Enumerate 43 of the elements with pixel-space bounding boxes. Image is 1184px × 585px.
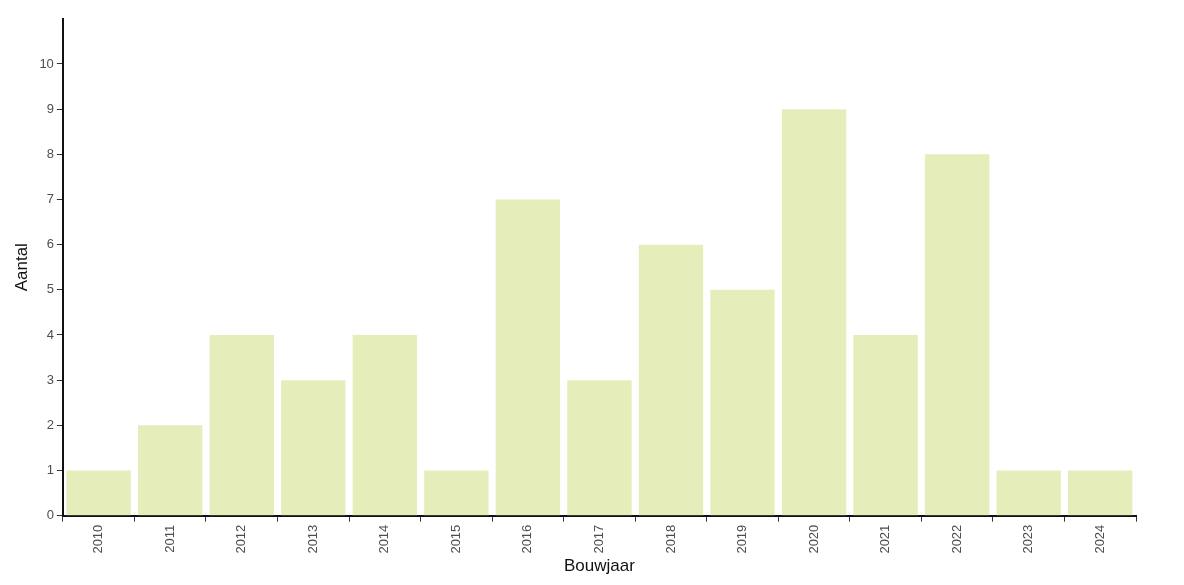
bar bbox=[495, 199, 561, 516]
y-tick-label: 6 bbox=[46, 236, 54, 252]
bar bbox=[424, 470, 489, 516]
y-axis-title: Aantal bbox=[11, 243, 31, 292]
x-tick-label: 2012 bbox=[233, 524, 249, 554]
x-axis-title: Bouwjaar bbox=[563, 556, 636, 576]
bar bbox=[66, 470, 131, 516]
x-tick-label: 2020 bbox=[805, 524, 821, 554]
bar bbox=[281, 380, 346, 516]
y-tick-label: 5 bbox=[46, 281, 54, 297]
y-tick-label: 3 bbox=[46, 371, 54, 387]
y-tick-label: 0 bbox=[46, 507, 54, 523]
x-tick-label: 2014 bbox=[376, 524, 392, 554]
y-tick-label: 10 bbox=[39, 55, 54, 71]
x-tick-label: 2015 bbox=[447, 524, 463, 554]
x-tick-label: 2023 bbox=[1020, 524, 1036, 554]
y-tick-label: 7 bbox=[46, 191, 54, 207]
bar bbox=[137, 425, 203, 516]
bar bbox=[1068, 470, 1133, 516]
x-tick-label: 2021 bbox=[877, 524, 893, 554]
y-tick-label: 2 bbox=[46, 416, 54, 432]
x-tick-label: 2018 bbox=[662, 524, 678, 554]
bar bbox=[996, 470, 1061, 516]
bar bbox=[781, 109, 847, 516]
x-tick-label: 2013 bbox=[304, 524, 320, 554]
y-tick-label: 4 bbox=[46, 326, 54, 342]
bar bbox=[853, 335, 918, 516]
x-tick-label: 2011 bbox=[161, 524, 177, 553]
bar bbox=[209, 335, 274, 516]
x-tick-label: 2010 bbox=[90, 524, 106, 554]
bar bbox=[352, 335, 417, 516]
x-tick-label: 2016 bbox=[519, 524, 535, 554]
x-tick-label: 2017 bbox=[591, 524, 607, 554]
bar bbox=[710, 289, 775, 516]
y-tick-label: 9 bbox=[46, 100, 54, 116]
x-tick-label: 2022 bbox=[948, 524, 964, 554]
bar bbox=[567, 380, 632, 516]
x-tick-label: 2024 bbox=[1091, 524, 1107, 554]
y-tick-label: 1 bbox=[46, 462, 54, 478]
x-tick-label: 2019 bbox=[734, 524, 750, 554]
bar bbox=[638, 244, 704, 516]
y-tick-label: 8 bbox=[46, 145, 54, 161]
bar bbox=[924, 154, 990, 516]
